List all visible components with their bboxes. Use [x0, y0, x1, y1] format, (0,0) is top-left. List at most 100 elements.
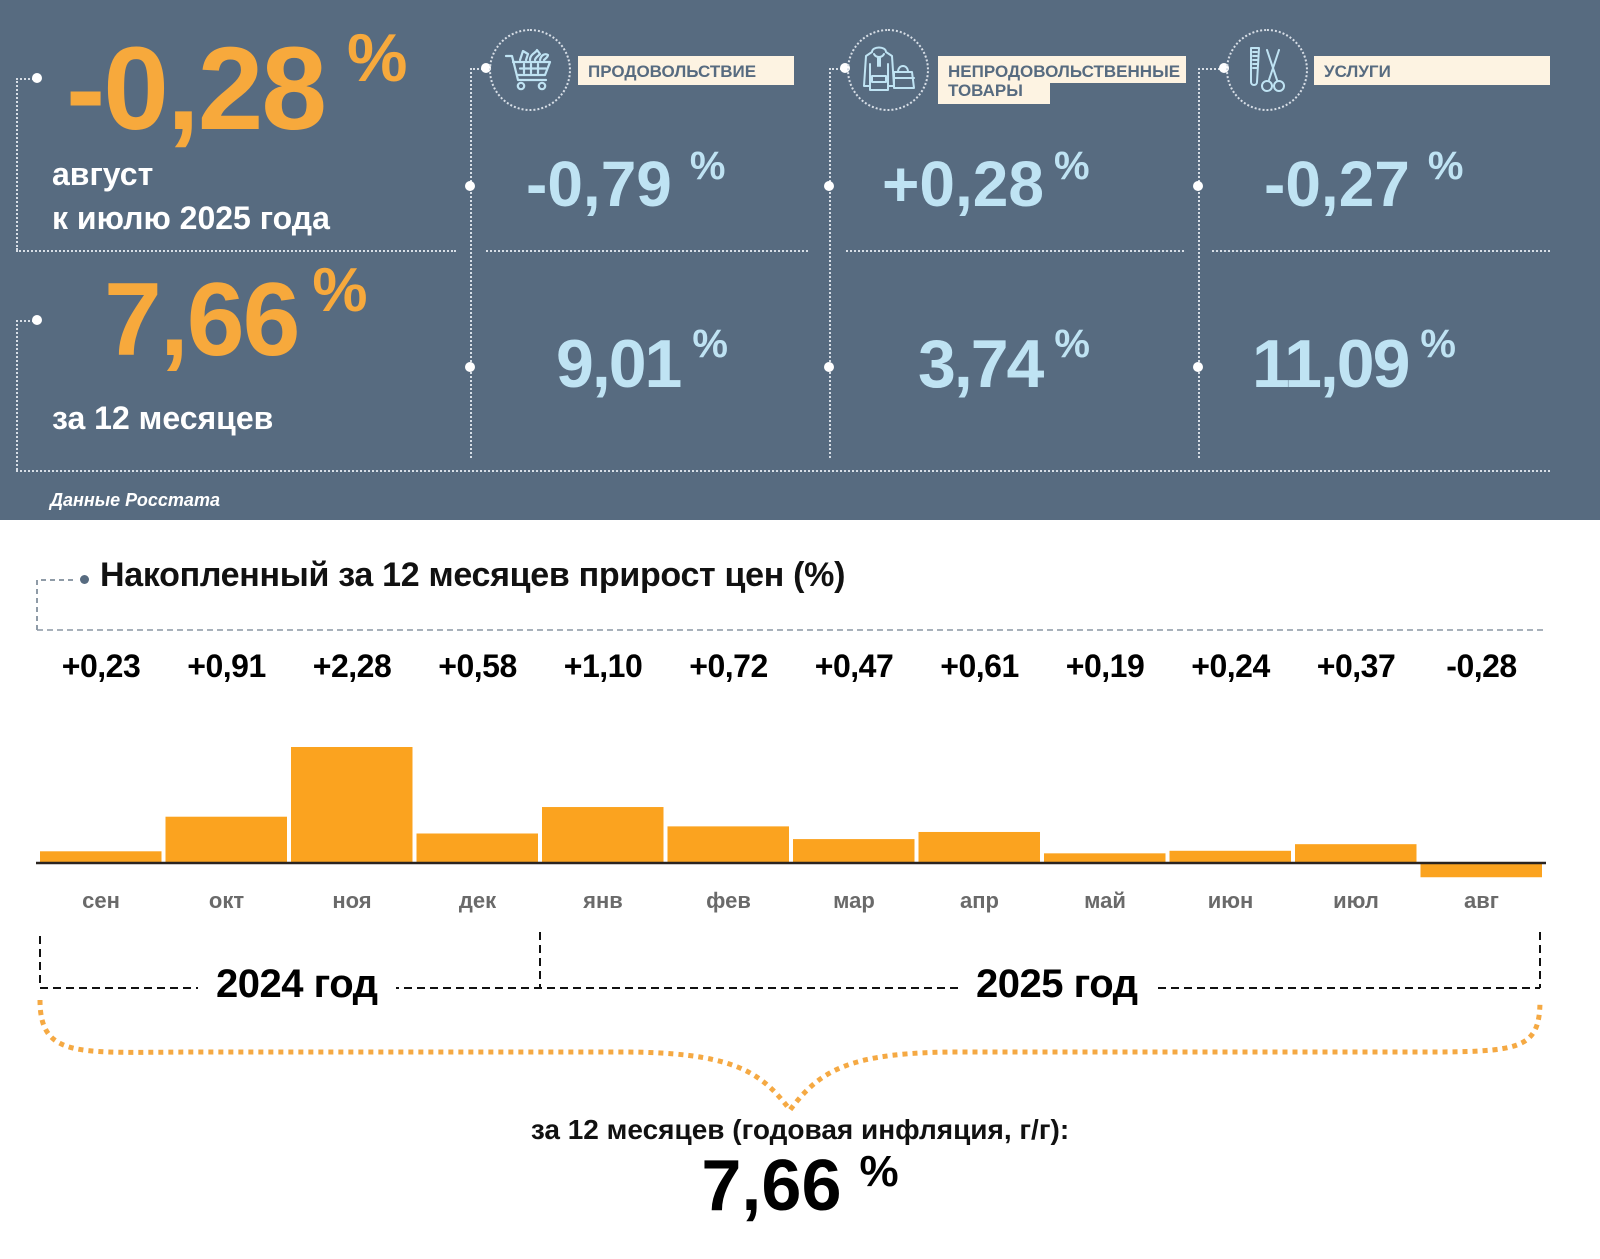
connector-dot [1193, 181, 1203, 191]
nonfood-annual-value: 3,74% [918, 324, 1090, 398]
bar-янв [542, 807, 664, 863]
bar-фев [667, 826, 789, 863]
food-monthly-value: -0,79% [526, 146, 725, 216]
shopping-cart-icon [504, 48, 552, 91]
nonfood-monthly-value: +0,28% [882, 146, 1090, 216]
value-label-апр: +0,61 [940, 648, 1019, 684]
bar-chart [36, 747, 1546, 878]
value-label-май: +0,19 [1065, 648, 1145, 684]
connector-dot [481, 63, 491, 73]
connector-dot [1193, 362, 1203, 372]
summary-panel: -0,28% август к июлю 2025 года 7,66% за … [0, 0, 1600, 520]
hoodie-bag-icon [863, 46, 915, 91]
divider-line [1212, 250, 1550, 252]
value-number: 9,01 [556, 326, 682, 402]
services-monthly-value: -0,27% [1264, 146, 1463, 216]
connector-dot [465, 181, 475, 191]
value-label-дек: +0,58 [438, 648, 517, 684]
value-number: 3,74 [918, 326, 1044, 402]
food-icon-circle [489, 29, 571, 111]
bar-авг [1420, 863, 1542, 878]
monthly-value: -0,28 [66, 23, 327, 155]
services-icon-circle [1226, 29, 1308, 111]
percent-sign: % [689, 144, 726, 188]
connector-line [470, 68, 486, 70]
connector-line [829, 68, 845, 70]
value-label-июн: +0,24 [1191, 648, 1270, 684]
data-source: Данные Росстата [50, 490, 220, 510]
value-number: +0,28 [882, 148, 1044, 220]
divider-line [16, 250, 456, 252]
connector-dot [824, 181, 834, 191]
bar-май [1044, 853, 1166, 863]
category-label-services: УСЛУГИ [1314, 56, 1550, 85]
month-label-июл: июл [1333, 888, 1379, 913]
bar-дек [416, 833, 538, 863]
month-label-апр: апр [960, 888, 999, 913]
value-number: 11,09 [1252, 326, 1410, 402]
month-label-янв: янв [583, 888, 623, 913]
month-label-май: май [1084, 888, 1126, 913]
connector-line [16, 78, 34, 80]
connector-line [16, 320, 18, 470]
divider-line [486, 250, 808, 252]
divider-line [16, 470, 1550, 472]
divider-line [846, 250, 1184, 252]
connector-dot [465, 362, 475, 372]
category-label-nonfood-line2: ТОВАРЫ [938, 81, 1050, 104]
monthly-caption-line2: к июлю 2025 года [52, 200, 330, 236]
value-label-фев: +0,72 [689, 648, 768, 684]
value-label-ноя: +2,28 [312, 648, 392, 684]
chart-title: Накопленный за 12 месяцев прирост цен (%… [100, 556, 846, 594]
annual-inflation-caption: за 12 месяцев (годовая инфляция, г/г): [530, 1114, 1070, 1145]
year-label-2025: 2025 год [958, 962, 1156, 1007]
connector-dot [1219, 63, 1229, 73]
month-label-дек: дек [458, 888, 497, 913]
connector-line [16, 320, 34, 322]
connector-dot [32, 315, 42, 325]
comb-scissors-icon [1250, 47, 1285, 92]
bar-сен [40, 851, 162, 863]
percent-sign: % [1053, 144, 1090, 188]
annual-inflation-number: 7,66 [701, 1146, 842, 1226]
percent-sign: % [1427, 144, 1464, 188]
value-number: -0,79 [526, 148, 672, 220]
connector-dot [32, 73, 42, 83]
monthly-headline-value: -0,28% [66, 24, 407, 148]
connector-dot [840, 63, 850, 73]
percent-sign: % [312, 256, 368, 325]
percent-sign: % [1054, 322, 1090, 366]
curly-brace [37, 999, 1543, 1115]
annual-value: 7,66 [104, 262, 300, 378]
monthly-caption-line1: август [52, 156, 154, 192]
annual-headline-value: 7,66% [104, 260, 368, 373]
category-label-nonfood-line1: НЕПРОДОВОЛЬСТВЕННЫЕ [938, 56, 1186, 83]
connector-line [1198, 68, 1200, 458]
services-annual-value: 11,09% [1252, 324, 1456, 398]
annual-caption: за 12 месяцев [52, 400, 274, 436]
month-label-мар: мар [833, 888, 875, 913]
percent-sign: % [1420, 322, 1456, 366]
percent-sign: % [346, 20, 408, 96]
connector-line [470, 68, 472, 458]
value-number: -0,27 [1264, 148, 1410, 220]
bar-июн [1169, 850, 1291, 863]
food-annual-value: 9,01% [556, 324, 728, 398]
month-label-ноя: ноя [332, 888, 372, 913]
percent-sign: % [859, 1147, 899, 1196]
percent-sign: % [692, 322, 728, 366]
value-label-окт: +0,91 [187, 648, 266, 684]
value-label-янв: +1,10 [563, 648, 643, 684]
month-label-авг: авг [1464, 888, 1499, 913]
nonfood-icon-circle [847, 29, 929, 111]
connector-line [16, 78, 18, 250]
bar-окт [165, 816, 287, 863]
title-bracket [36, 579, 76, 630]
bar-июл [1295, 844, 1417, 863]
value-label-сен: +0,23 [61, 648, 141, 684]
value-label-июл: +0,37 [1316, 648, 1396, 684]
title-bullet-dot [80, 575, 89, 584]
annual-inflation-value: 7,66% [0, 1147, 1600, 1223]
connector-dot [824, 362, 834, 372]
month-label-сен: сен [82, 888, 120, 913]
